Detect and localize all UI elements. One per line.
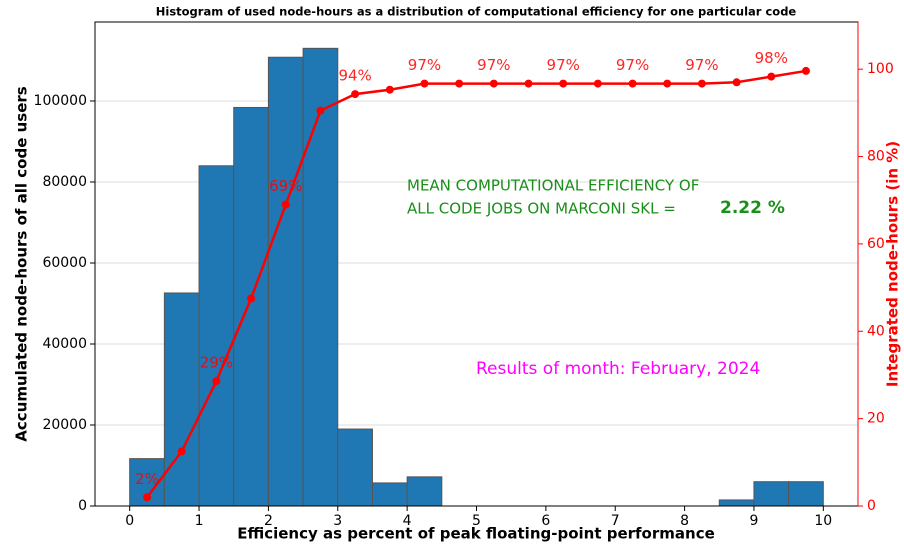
y2-tick-label: 80	[867, 149, 885, 165]
y-tick-label: 0	[78, 498, 87, 514]
line-point	[177, 447, 186, 456]
x-axis-label: Efficiency as percent of peak floating-p…	[237, 525, 715, 543]
cumulative-line	[146, 69, 807, 499]
value-label: 69%	[269, 177, 302, 195]
value-label: 97%	[477, 56, 510, 74]
line-point	[247, 294, 256, 303]
annotation: Results of month: February, 2024	[476, 359, 760, 379]
x-tick-label: 4	[403, 513, 412, 529]
y2-tick-label: 0	[867, 498, 876, 514]
x-tick-label: 3	[333, 513, 342, 529]
bar	[753, 481, 790, 507]
x-tick-label: 9	[749, 513, 758, 529]
x-tick-label: 1	[195, 513, 204, 529]
line-point	[420, 79, 429, 88]
y-tick-label: 80000	[42, 174, 87, 190]
y-tick-label: 60000	[42, 255, 87, 271]
line-point	[524, 79, 533, 88]
y2-axis-label: Integrated node-hours (in %)	[884, 141, 902, 387]
x-tick-label: 6	[541, 513, 550, 529]
y-tick-label: 40000	[42, 336, 87, 352]
annotation: MEAN COMPUTATIONAL EFFICIENCY OF	[407, 177, 699, 195]
x-tick-label: 8	[680, 513, 689, 529]
line-point	[697, 79, 706, 88]
y-axis-label: Accumulated node-hours of all code users	[13, 86, 31, 441]
bar	[233, 106, 269, 507]
x-tick-label: 5	[472, 513, 481, 529]
value-label: 97%	[547, 56, 580, 74]
line-point	[143, 493, 152, 502]
line-point	[316, 106, 325, 115]
y2-tick-label: 100	[867, 61, 894, 77]
value-label: 97%	[408, 56, 441, 74]
x-tick-label: 2	[264, 513, 273, 529]
bar	[337, 428, 373, 507]
bar	[163, 292, 200, 507]
line-point	[385, 85, 394, 94]
annotation: ALL CODE JOBS ON MARCONI SKL =	[407, 200, 676, 218]
value-label: 98%	[755, 49, 788, 67]
line-point	[455, 79, 464, 88]
bar	[788, 481, 824, 507]
line-point	[351, 90, 360, 99]
y2-tick-label: 60	[867, 236, 885, 252]
chart-title: Histogram of used node-hours as a distri…	[156, 5, 797, 19]
line-point	[663, 79, 672, 88]
bar	[406, 476, 443, 507]
annotation: 2.22 %	[720, 198, 785, 218]
y-tick-label: 20000	[42, 417, 87, 433]
line-point	[212, 377, 221, 386]
line-point	[593, 79, 602, 88]
line-point	[281, 200, 290, 209]
y2-tick-label: 20	[867, 411, 885, 427]
line-point	[732, 78, 741, 87]
line-point	[801, 66, 810, 75]
line-point	[767, 72, 776, 81]
x-tick-label: 7	[611, 513, 620, 529]
bar	[371, 482, 408, 507]
value-label: 94%	[338, 67, 371, 85]
value-label: 2%	[135, 470, 159, 488]
bar	[267, 56, 304, 507]
bar	[302, 47, 339, 507]
value-label: 97%	[616, 56, 649, 74]
line-point	[628, 79, 637, 88]
bar	[198, 165, 235, 507]
x-tick-label: 0	[125, 513, 134, 529]
line-point	[489, 79, 498, 88]
x-tick-label: 10	[814, 513, 832, 529]
line-point	[559, 79, 568, 88]
value-label: 97%	[685, 56, 718, 74]
y2-tick-label: 40	[867, 323, 885, 339]
bar	[718, 499, 755, 507]
value-label: 29%	[200, 354, 233, 372]
y-tick-label: 100000	[34, 93, 87, 109]
